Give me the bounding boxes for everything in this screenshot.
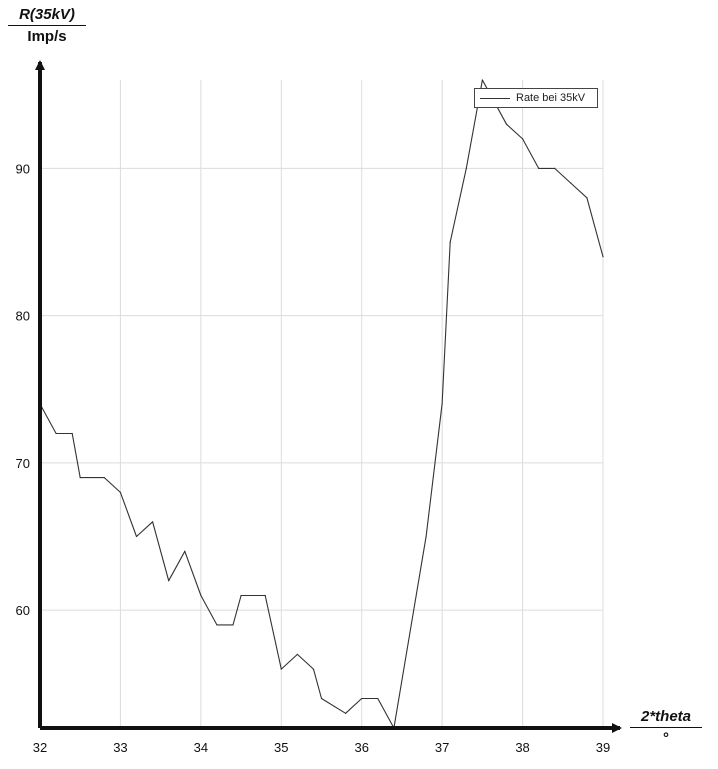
data-point	[425, 535, 427, 538]
data-point	[264, 594, 266, 597]
data-point	[538, 167, 540, 169]
data-point	[184, 550, 186, 552]
x-tick-label: 39	[596, 740, 610, 755]
x-axis-label: 2*theta °	[630, 708, 702, 747]
data-point	[200, 594, 202, 597]
data-point	[119, 491, 122, 493]
x-tick-label: 33	[113, 740, 127, 755]
data-point	[570, 182, 572, 184]
y-tick-label: 90	[16, 161, 30, 176]
data-point	[345, 712, 347, 714]
data-point	[216, 624, 218, 626]
data-point	[465, 167, 467, 169]
x-tick-label: 36	[354, 740, 368, 755]
data-point	[602, 256, 604, 258]
data-point	[320, 697, 323, 700]
x-axis-title: 2*theta	[630, 708, 702, 728]
x-tick-label: 37	[435, 740, 449, 755]
data-point	[232, 624, 234, 626]
data-point	[312, 668, 315, 670]
series-layer	[39, 79, 604, 729]
legend-swatch	[480, 97, 510, 99]
data-point	[449, 241, 451, 243]
data-point	[135, 535, 138, 538]
data-point	[71, 432, 73, 435]
x-tick-label: 35	[274, 740, 288, 755]
data-point	[152, 521, 154, 523]
data-point	[79, 477, 81, 479]
tick-labels: 32 33 34 35 36 37 38 39 60 70 80 90	[16, 161, 611, 755]
x-tick-label: 38	[515, 740, 529, 755]
y-tick-label: 70	[16, 456, 30, 471]
grid	[40, 80, 604, 728]
data-point	[280, 668, 282, 670]
x-tick-label: 32	[33, 740, 47, 755]
data-point	[168, 580, 170, 582]
data-point	[296, 653, 298, 655]
data-point	[55, 432, 57, 435]
y-axis-unit: Imp/s	[27, 28, 67, 45]
y-tick-label: 80	[16, 309, 30, 324]
y-axis-label: R(35kV) Imp/s	[8, 6, 86, 45]
series-line	[39, 79, 604, 729]
data-point	[377, 697, 379, 700]
y-axis-title: R(35kV)	[8, 6, 86, 26]
data-point	[361, 697, 363, 700]
data-point	[505, 123, 508, 125]
data-point	[240, 594, 242, 597]
legend-label: Rate bei 35kV	[516, 92, 586, 104]
legend: Rate bei 35kV	[474, 88, 598, 108]
y-tick-label: 60	[16, 603, 30, 618]
data-point	[586, 197, 588, 199]
x-tick-label: 34	[194, 740, 208, 755]
data-point	[481, 79, 483, 81]
data-point	[441, 403, 443, 405]
data-point	[103, 477, 105, 479]
data-point	[554, 167, 556, 169]
data-point	[521, 138, 524, 140]
x-axis-unit: °	[663, 730, 669, 747]
